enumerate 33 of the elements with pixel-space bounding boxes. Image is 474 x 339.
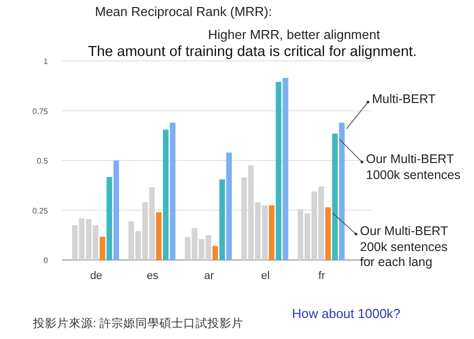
bar xyxy=(212,246,218,260)
chart-title: Mean Reciprocal Rank (MRR): xyxy=(95,4,272,19)
x-tick-label: fr xyxy=(318,270,326,282)
text: How about 1000k? xyxy=(292,306,400,321)
bar xyxy=(268,205,274,260)
y-tick-label: 1 xyxy=(44,57,49,66)
text: Our Multi-BERT 200k sentences for each lang xyxy=(360,224,449,271)
bar xyxy=(100,236,106,260)
text: The amount of training data is critical for alignment. xyxy=(88,44,417,60)
text: Our Multi-BERT 1000k sentences xyxy=(366,152,462,184)
text: 投影片來源: 許宗嫄同學碩士口試投影片 xyxy=(32,316,244,330)
bar xyxy=(156,212,162,260)
bar xyxy=(282,78,288,260)
bar xyxy=(106,177,112,260)
x-tick-label: el xyxy=(261,270,270,282)
bar xyxy=(219,179,225,260)
bar xyxy=(339,122,345,260)
bar xyxy=(226,152,232,260)
bar xyxy=(276,82,282,260)
x-tick-label: ar xyxy=(204,270,214,282)
bar xyxy=(332,134,338,260)
x-tick-label: de xyxy=(90,270,102,282)
bar xyxy=(162,130,169,260)
y-tick-label: 0.25 xyxy=(32,206,49,216)
y-tick-label: 0 xyxy=(44,256,49,265)
y-tick-label: 0.75 xyxy=(32,106,49,116)
bar xyxy=(170,122,176,260)
text: Multi-BERT xyxy=(372,92,437,108)
bar xyxy=(325,207,331,260)
bar xyxy=(113,160,120,260)
chart-subtitle: Higher MRR, better alignment xyxy=(208,27,380,42)
y-tick-label: 0.5 xyxy=(36,156,49,166)
x-tick-label: es xyxy=(146,270,159,282)
